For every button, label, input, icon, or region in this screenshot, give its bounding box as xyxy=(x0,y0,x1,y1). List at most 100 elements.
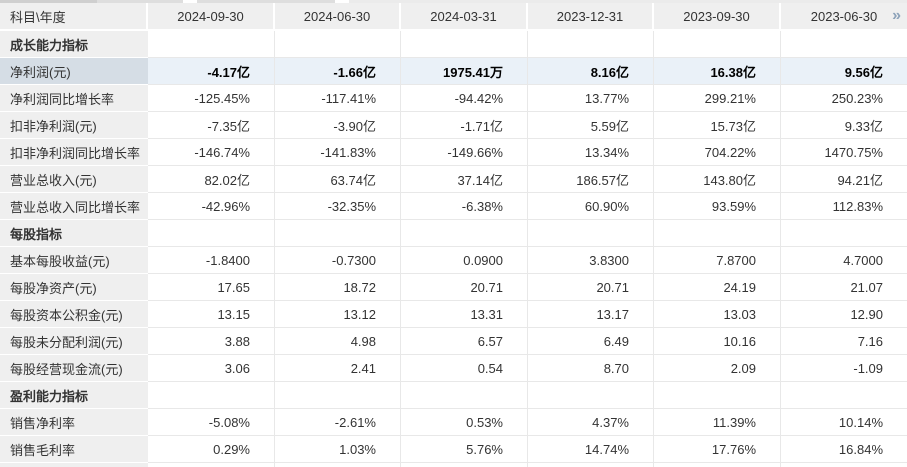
cell-value xyxy=(528,31,654,58)
column-header-date: 2023-06-30 » xyxy=(781,3,907,31)
table-row[interactable]: 营业总收入(元) 82.02亿 63.74亿 37.14亿 186.57亿 143.80亿… xyxy=(0,166,907,193)
cell-value: 9.33亿 xyxy=(781,112,907,139)
cell-value: 94.21亿 xyxy=(781,166,907,193)
table-row[interactable]: 扣非净利润(元) -7.35亿 -3.90亿 -1.71亿 5.59亿 15.73亿 9.3… xyxy=(0,112,907,139)
cell-value xyxy=(654,463,781,467)
cell-value: 6.57 xyxy=(401,328,528,355)
cell-value xyxy=(401,220,528,247)
row-label: 每股净资产(元) xyxy=(0,274,148,301)
cell-value xyxy=(528,220,654,247)
cell-value: -94.42% xyxy=(401,85,528,112)
cell-value xyxy=(275,382,401,409)
section-row[interactable]: 每股指标 xyxy=(0,220,907,247)
table-row[interactable]: 营业总收入同比增长率 -42.96% -32.35% -6.38% 60.90% 93.5… xyxy=(0,193,907,220)
cell-value: -42.96% xyxy=(148,193,275,220)
top-edge-segment xyxy=(97,0,183,3)
table-row[interactable]: 每股经营现金流(元) 3.06 2.41 0.54 8.70 2.09 -1.09 xyxy=(0,355,907,382)
cell-value: -3.90亿 xyxy=(275,112,401,139)
cell-value: 12.90 xyxy=(781,301,907,328)
cell-value: 7.8700 xyxy=(654,247,781,274)
cell-value: -6.38% xyxy=(401,193,528,220)
cell-value: 63.74亿 xyxy=(275,166,401,193)
cell-value: 0.53% xyxy=(401,409,528,436)
table-row[interactable]: 净利润(元) -4.17亿 -1.66亿 1975.41万 8.16亿 16.38亿 9.5… xyxy=(0,58,907,85)
cell-value: 5.76% xyxy=(401,436,528,463)
cell-value: 16.84% xyxy=(781,436,907,463)
cell-value xyxy=(401,382,528,409)
row-label: 扣非净利润(元) xyxy=(0,112,148,139)
table-row[interactable]: 每股未分配利润(元) 3.88 4.98 6.57 6.49 10.16 7.16 xyxy=(0,328,907,355)
cell-value xyxy=(781,220,907,247)
column-header-date: 2024-06-30 xyxy=(275,3,401,31)
table-row[interactable]: 基本每股收益(元) -1.8400 -0.7300 0.0900 3.8300 7.870… xyxy=(0,247,907,274)
column-header-date: 2023-12-31 xyxy=(528,3,654,31)
table-row[interactable]: 净利润同比增长率 -125.45% -117.41% -94.42% 13.77% 299… xyxy=(0,85,907,112)
row-label: 销售净利率 xyxy=(0,409,148,436)
column-header-date: 2024-09-30 xyxy=(148,3,275,31)
cell-value: -146.74% xyxy=(148,139,275,166)
cell-value: -2.61% xyxy=(275,409,401,436)
cell-value: 10.14% xyxy=(781,409,907,436)
table-row[interactable]: 扣非净利润同比增长率 -146.74% -141.83% -149.66% 13.34%… xyxy=(0,139,907,166)
cell-value: -5.08% xyxy=(148,409,275,436)
cell-value: 13.17 xyxy=(528,301,654,328)
cell-value: 17.65 xyxy=(148,274,275,301)
cell-value: 704.22% xyxy=(654,139,781,166)
cell-value xyxy=(401,463,528,467)
table-row[interactable]: 销售毛利率 0.29% 1.03% 5.76% 14.74% 17.76% 16.84% xyxy=(0,436,907,463)
cell-value xyxy=(528,463,654,467)
row-label: 成长能力指标 xyxy=(0,31,148,58)
cell-value xyxy=(401,31,528,58)
row-label: 营业总收入(元) xyxy=(0,166,148,193)
table-row[interactable]: 每股资本公积金(元) 13.15 13.12 13.31 13.17 13.03 12.90 xyxy=(0,301,907,328)
cell-value xyxy=(654,31,781,58)
partial-row xyxy=(0,463,907,467)
cell-value: 4.37% xyxy=(528,409,654,436)
cell-value: 13.03 xyxy=(654,301,781,328)
cell-value: 299.21% xyxy=(654,85,781,112)
table-row[interactable]: 销售净利率 -5.08% -2.61% 0.53% 4.37% 11.39% 10.14% xyxy=(0,409,907,436)
top-edge-segment xyxy=(0,0,97,3)
cell-value: 17.76% xyxy=(654,436,781,463)
cell-value: 11.39% xyxy=(654,409,781,436)
cell-value xyxy=(654,220,781,247)
cell-value: 0.29% xyxy=(148,436,275,463)
cell-value xyxy=(148,382,275,409)
cell-value: 13.12 xyxy=(275,301,401,328)
row-label: 每股经营现金流(元) xyxy=(0,355,148,382)
section-row[interactable]: 盈利能力指标 xyxy=(0,382,907,409)
section-row[interactable]: 成长能力指标 xyxy=(0,31,907,58)
cell-value: 60.90% xyxy=(528,193,654,220)
cell-value: 0.0900 xyxy=(401,247,528,274)
row-label: 扣非净利润同比增长率 xyxy=(0,139,148,166)
table-row[interactable]: 每股净资产(元) 17.65 18.72 20.71 20.71 24.19 21.07 xyxy=(0,274,907,301)
row-label: 销售毛利率 xyxy=(0,436,148,463)
next-columns-icon[interactable]: » xyxy=(892,7,901,24)
cell-value: 112.83% xyxy=(781,193,907,220)
cell-value xyxy=(275,31,401,58)
cell-value: 15.73亿 xyxy=(654,112,781,139)
cell-value xyxy=(781,463,907,467)
cell-value: 20.71 xyxy=(528,274,654,301)
cell-value: 186.57亿 xyxy=(528,166,654,193)
column-header-date-label: 2023-06-30 xyxy=(810,8,878,24)
cell-value: 93.59% xyxy=(654,193,781,220)
header-row: 科目\年度 2024-09-30 2024-06-30 2024-03-31 2… xyxy=(0,3,907,31)
row-label xyxy=(0,463,148,467)
cell-value xyxy=(148,31,275,58)
cell-value: 16.38亿 xyxy=(654,58,781,85)
cell-value xyxy=(528,382,654,409)
cell-value: 6.49 xyxy=(528,328,654,355)
cell-value: -149.66% xyxy=(401,139,528,166)
top-edge-segment xyxy=(349,0,907,3)
cell-value xyxy=(781,382,907,409)
cell-value: 10.16 xyxy=(654,328,781,355)
cell-value: 1975.41万 xyxy=(401,58,528,85)
row-label: 基本每股收益(元) xyxy=(0,247,148,274)
cell-value xyxy=(781,31,907,58)
cell-value: 13.77% xyxy=(528,85,654,112)
row-label: 净利润(元) xyxy=(0,58,148,85)
top-edge-segment xyxy=(197,0,335,3)
cell-value: 13.15 xyxy=(148,301,275,328)
